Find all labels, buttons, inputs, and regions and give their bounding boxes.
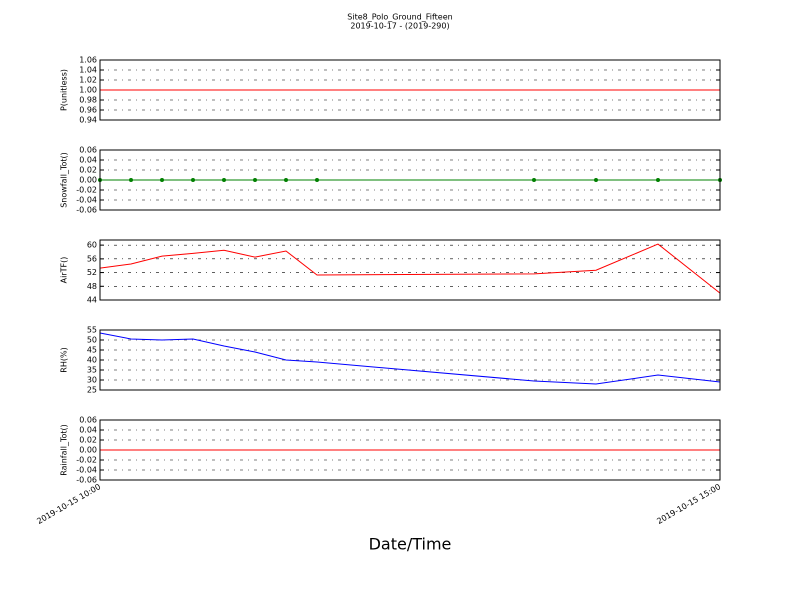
x-tick-label: 2019-10-15 15:00 [655, 482, 722, 526]
axes-frame [99, 419, 721, 481]
subtitle: 2019-10-17 - (2019-290) [350, 22, 449, 31]
y-axis-label: RH(%) [60, 347, 69, 372]
data-point [191, 178, 195, 182]
y-tick-label: 1.06 [79, 56, 97, 65]
y-axis-label: Rainfall_Tot() [60, 424, 69, 476]
axes-frame [99, 329, 721, 391]
data-point [253, 178, 257, 182]
y-tick-label: 56 [87, 254, 97, 263]
y-tick-label: 60 [87, 241, 97, 250]
x-axis-label: Date/Time [369, 535, 452, 554]
y-tick-label: 25 [87, 386, 97, 395]
y-tick-label: 0.04 [79, 426, 97, 435]
y-axis-label: AirTF() [60, 257, 69, 284]
y-axis-label: P(unitless) [60, 69, 69, 111]
data-point [594, 178, 598, 182]
y-tick-label: 35 [87, 366, 97, 375]
y-tick-label: 0.04 [79, 156, 97, 165]
y-tick-label: 0.02 [79, 436, 97, 445]
y-tick-label: 1.02 [79, 76, 97, 85]
y-tick-label: 30 [87, 376, 97, 385]
axes-frame [99, 59, 721, 121]
y-tick-label: 45 [87, 346, 97, 355]
y-tick-label: -0.02 [76, 186, 97, 195]
y-tick-label: 0.00 [79, 446, 97, 455]
data-point [160, 178, 164, 182]
x-tick-label: 2019-10-15 10:00 [35, 482, 102, 526]
data-point [656, 178, 660, 182]
y-tick-label: 44 [87, 296, 97, 305]
axes-frame [99, 239, 721, 301]
data-line [99, 243, 721, 294]
data-point [284, 178, 288, 182]
y-tick-label: 0.00 [79, 176, 97, 185]
title: Site8_Polo_Ground_Fifteen [347, 13, 452, 22]
data-point [222, 178, 226, 182]
y-axis-label: Snowfall_Tot() [60, 152, 69, 208]
y-tick-label: 0.06 [79, 416, 97, 425]
axes-frame [99, 149, 721, 211]
y-tick-label: -0.06 [76, 206, 97, 215]
y-tick-label: 0.02 [79, 166, 97, 175]
y-tick-label: 40 [87, 356, 97, 365]
data-line [99, 332, 721, 385]
y-tick-label: 50 [87, 336, 97, 345]
y-tick-label: 1.00 [79, 86, 97, 95]
data-point [315, 178, 319, 182]
y-tick-label: 0.98 [79, 96, 97, 105]
y-tick-label: -0.04 [76, 466, 97, 475]
y-tick-label: 1.04 [79, 66, 97, 75]
y-tick-label: 0.96 [79, 106, 97, 115]
y-tick-label: -0.06 [76, 476, 97, 485]
y-tick-label: 52 [87, 268, 97, 277]
y-tick-label: 48 [87, 282, 97, 291]
y-tick-label: 55 [87, 326, 97, 335]
y-tick-label: -0.02 [76, 456, 97, 465]
data-point [129, 178, 133, 182]
data-point [532, 178, 536, 182]
y-tick-label: -0.04 [76, 196, 97, 205]
y-tick-label: 0.06 [79, 146, 97, 155]
y-tick-label: 0.94 [79, 116, 97, 125]
